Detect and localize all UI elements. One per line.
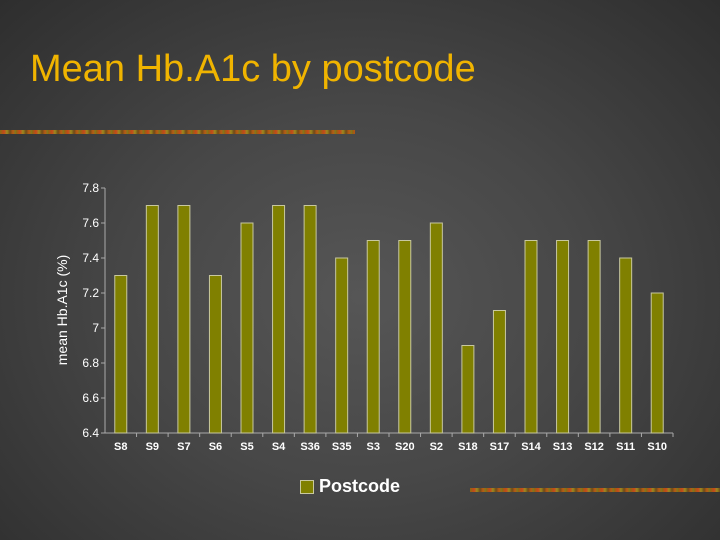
bar-S11 (619, 257, 633, 434)
chart-bars (114, 205, 664, 434)
x-tick-label-S7: S7 (177, 441, 190, 453)
bar-S12 (587, 240, 601, 434)
x-tick-label-S5: S5 (240, 441, 253, 453)
bar-S36 (303, 205, 317, 434)
bar-S10 (650, 292, 664, 434)
x-tick-label-S9: S9 (146, 441, 159, 453)
y-tick-label: 6.6 (82, 391, 99, 405)
y-tick-label: 6.8 (82, 356, 99, 370)
chart-labels: 7.8 7.6 7.4 7.2 7 6.8 6.6 6.4 S8 S9 S7 S6 S5 S4 S36 S35… (82, 181, 667, 453)
x-tick-label-S14: S14 (521, 441, 541, 453)
bar-S35 (335, 257, 349, 434)
slide-title: Mean Hb.A1c by postcode (30, 48, 476, 90)
y-tick-label: 7.6 (82, 216, 99, 230)
bar-S9 (145, 205, 159, 434)
bar-S6 (208, 275, 222, 434)
y-tick-label: 7.8 (82, 181, 99, 195)
legend-label: Postcode (319, 476, 401, 496)
y-tick-label: 7.4 (82, 251, 99, 265)
bar-S18 (461, 345, 475, 434)
x-tick-label-S13: S13 (553, 441, 573, 453)
bar-S3 (366, 240, 380, 434)
bar-S20 (398, 240, 412, 434)
bar-S14 (524, 240, 538, 434)
legend-swatch (300, 479, 314, 494)
chart-axes (101, 187, 674, 437)
y-tick-label: 6.4 (82, 426, 99, 440)
x-tick-label-S8: S8 (114, 441, 127, 453)
chart-legend: Postcode (300, 476, 400, 497)
decorative-divider-bottom (470, 488, 720, 492)
x-tick-label-S6: S6 (209, 441, 222, 453)
x-tick-label-S18: S18 (458, 441, 478, 453)
y-tick-label: 7.2 (82, 286, 99, 300)
x-tick-label-S3: S3 (366, 441, 379, 453)
bar-S7 (177, 205, 191, 434)
bar-S5 (240, 222, 254, 434)
x-tick-label-S11: S11 (616, 441, 635, 453)
bar-S8 (114, 275, 128, 434)
bar-S17 (492, 310, 506, 434)
x-tick-label-S2: S2 (430, 441, 443, 453)
x-tick-label-S36: S36 (300, 441, 320, 453)
bar-S4 (272, 205, 286, 434)
x-tick-label-S20: S20 (395, 441, 415, 453)
y-tick-label: 7 (92, 321, 99, 335)
bar-S2 (429, 222, 443, 434)
x-tick-label-S17: S17 (490, 441, 510, 453)
bar-S13 (556, 240, 570, 434)
x-tick-label-S12: S12 (584, 441, 604, 453)
x-tick-label-S10: S10 (647, 441, 667, 453)
y-axis-title: mean Hb.A1c (%) (54, 255, 70, 365)
x-tick-label-S4: S4 (272, 441, 286, 453)
x-tick-label-S35: S35 (332, 441, 352, 453)
decorative-divider-top (0, 130, 355, 134)
